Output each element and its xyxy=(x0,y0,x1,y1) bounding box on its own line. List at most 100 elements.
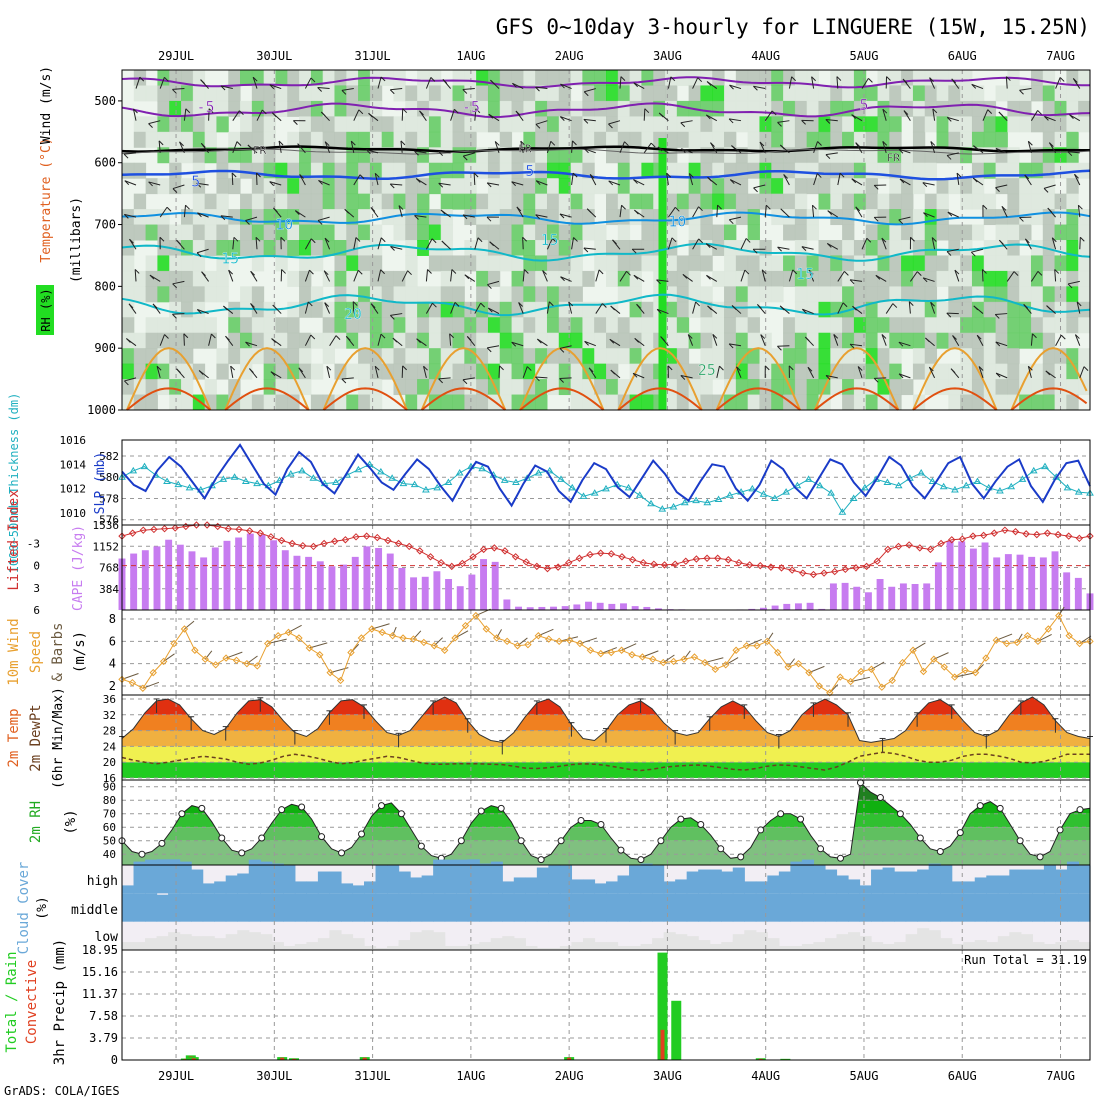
rh-cell xyxy=(853,286,867,303)
wind-barb-flag xyxy=(271,112,277,118)
wind-barb xyxy=(172,280,185,285)
li-marker xyxy=(979,531,988,540)
rh-cell xyxy=(700,363,713,380)
wind-speed-marker xyxy=(669,657,678,666)
thickness-marker xyxy=(534,468,543,476)
rh-cell xyxy=(310,162,324,179)
rh-cell xyxy=(830,363,843,380)
wind-barb-flag xyxy=(1028,365,1033,371)
isotherm-label: FR xyxy=(887,152,901,165)
rh-cell xyxy=(912,301,926,318)
rh-cell xyxy=(865,100,879,117)
wind-barb xyxy=(374,173,379,186)
rh-cell xyxy=(665,363,678,380)
rh-cell xyxy=(275,394,288,411)
rh-cell xyxy=(617,85,631,102)
wind-barb xyxy=(560,276,572,282)
rh-cell xyxy=(558,209,572,226)
rh-cell xyxy=(240,193,253,210)
rh-cell xyxy=(830,379,843,396)
cloud-high-cell xyxy=(145,859,158,894)
rh-cell xyxy=(405,348,418,365)
rh-cell xyxy=(700,100,713,117)
cloud-high-cell xyxy=(871,869,884,894)
rh-cell xyxy=(877,100,890,117)
cloud-high-cell xyxy=(536,867,549,894)
slp-tick: 1012 xyxy=(60,483,87,496)
rh-cell xyxy=(853,70,867,86)
cloud-middle-cell xyxy=(801,893,815,922)
rh-cell xyxy=(712,270,725,287)
wind-barb-flag xyxy=(728,118,734,124)
cloud-low-cell xyxy=(122,944,135,950)
li-marker xyxy=(192,521,201,529)
wind-barb xyxy=(208,108,210,121)
rh-cell xyxy=(901,85,914,102)
cape-bar xyxy=(1004,554,1012,610)
wind-barb xyxy=(487,280,500,286)
wind-barb xyxy=(837,271,845,282)
wind-barb-flag xyxy=(548,301,554,307)
rh-cell xyxy=(535,240,548,256)
cloud-low-cell xyxy=(375,948,388,950)
wind-barb-flag xyxy=(674,206,680,212)
cloud-low-cell xyxy=(329,937,342,950)
rh-cell xyxy=(145,209,158,226)
rh-cell xyxy=(240,147,253,164)
wind-barb xyxy=(837,173,841,186)
wind-barb xyxy=(522,269,525,282)
li-marker xyxy=(905,541,913,549)
cloud-middle-cell xyxy=(652,893,665,922)
rh-cell xyxy=(1007,178,1020,195)
rh-cell xyxy=(1066,301,1079,318)
rh-cell xyxy=(582,301,595,318)
rh2m-marker xyxy=(637,856,645,864)
rh-cell xyxy=(275,85,288,102)
rh-cell xyxy=(440,85,454,102)
rh-cell xyxy=(1078,317,1091,334)
date-label-31jul: 31JUL xyxy=(355,1069,391,1083)
rh-cell xyxy=(641,317,654,334)
rh-cell xyxy=(487,348,501,365)
cloud-low-cell xyxy=(571,944,584,950)
wind-barb xyxy=(535,214,548,218)
wind-barb xyxy=(377,237,382,250)
date-label-7aug: 7AUG xyxy=(1046,49,1075,63)
rh-cell xyxy=(629,85,642,102)
rh-cell xyxy=(806,255,819,272)
wind-barb-flag xyxy=(442,79,448,84)
cloud-middle-cell xyxy=(375,893,388,922)
rh2m-unit-label: (%) xyxy=(63,809,79,834)
wind-barb-flag xyxy=(298,367,304,373)
wind-barb-flag xyxy=(280,236,286,242)
rh-cell xyxy=(381,270,395,287)
rh-cell xyxy=(924,270,938,287)
rh-cell xyxy=(440,178,454,195)
rh-cell xyxy=(889,301,902,318)
rh2m-marker xyxy=(936,848,944,856)
wind-barb xyxy=(976,334,984,346)
wind-barb-flag xyxy=(245,341,250,347)
rh-cell xyxy=(771,209,784,226)
wind-barb xyxy=(197,212,209,218)
cloud-middle-cell xyxy=(191,893,204,922)
cloud-high-cell xyxy=(513,877,526,894)
wind-barb-flag xyxy=(761,269,767,275)
wind-barb-flag xyxy=(982,204,988,210)
rh-cell xyxy=(310,193,324,210)
cloud-middle-cell xyxy=(1009,893,1022,922)
rh-cell xyxy=(594,317,607,334)
rh-cell xyxy=(912,162,926,179)
wind-barb xyxy=(583,118,596,122)
cape-bar xyxy=(969,548,977,610)
wind-speed-marker xyxy=(919,667,928,676)
rh-cell xyxy=(936,317,949,334)
wind-barb-flag xyxy=(200,142,206,148)
wind-barb xyxy=(833,334,839,346)
wind-barb xyxy=(463,152,475,157)
cloud-high-cell xyxy=(467,859,480,894)
wind-barb xyxy=(681,148,693,154)
rh-cell xyxy=(251,255,265,272)
rh-cell xyxy=(1042,301,1056,318)
cloud-middle-cell xyxy=(732,893,745,922)
